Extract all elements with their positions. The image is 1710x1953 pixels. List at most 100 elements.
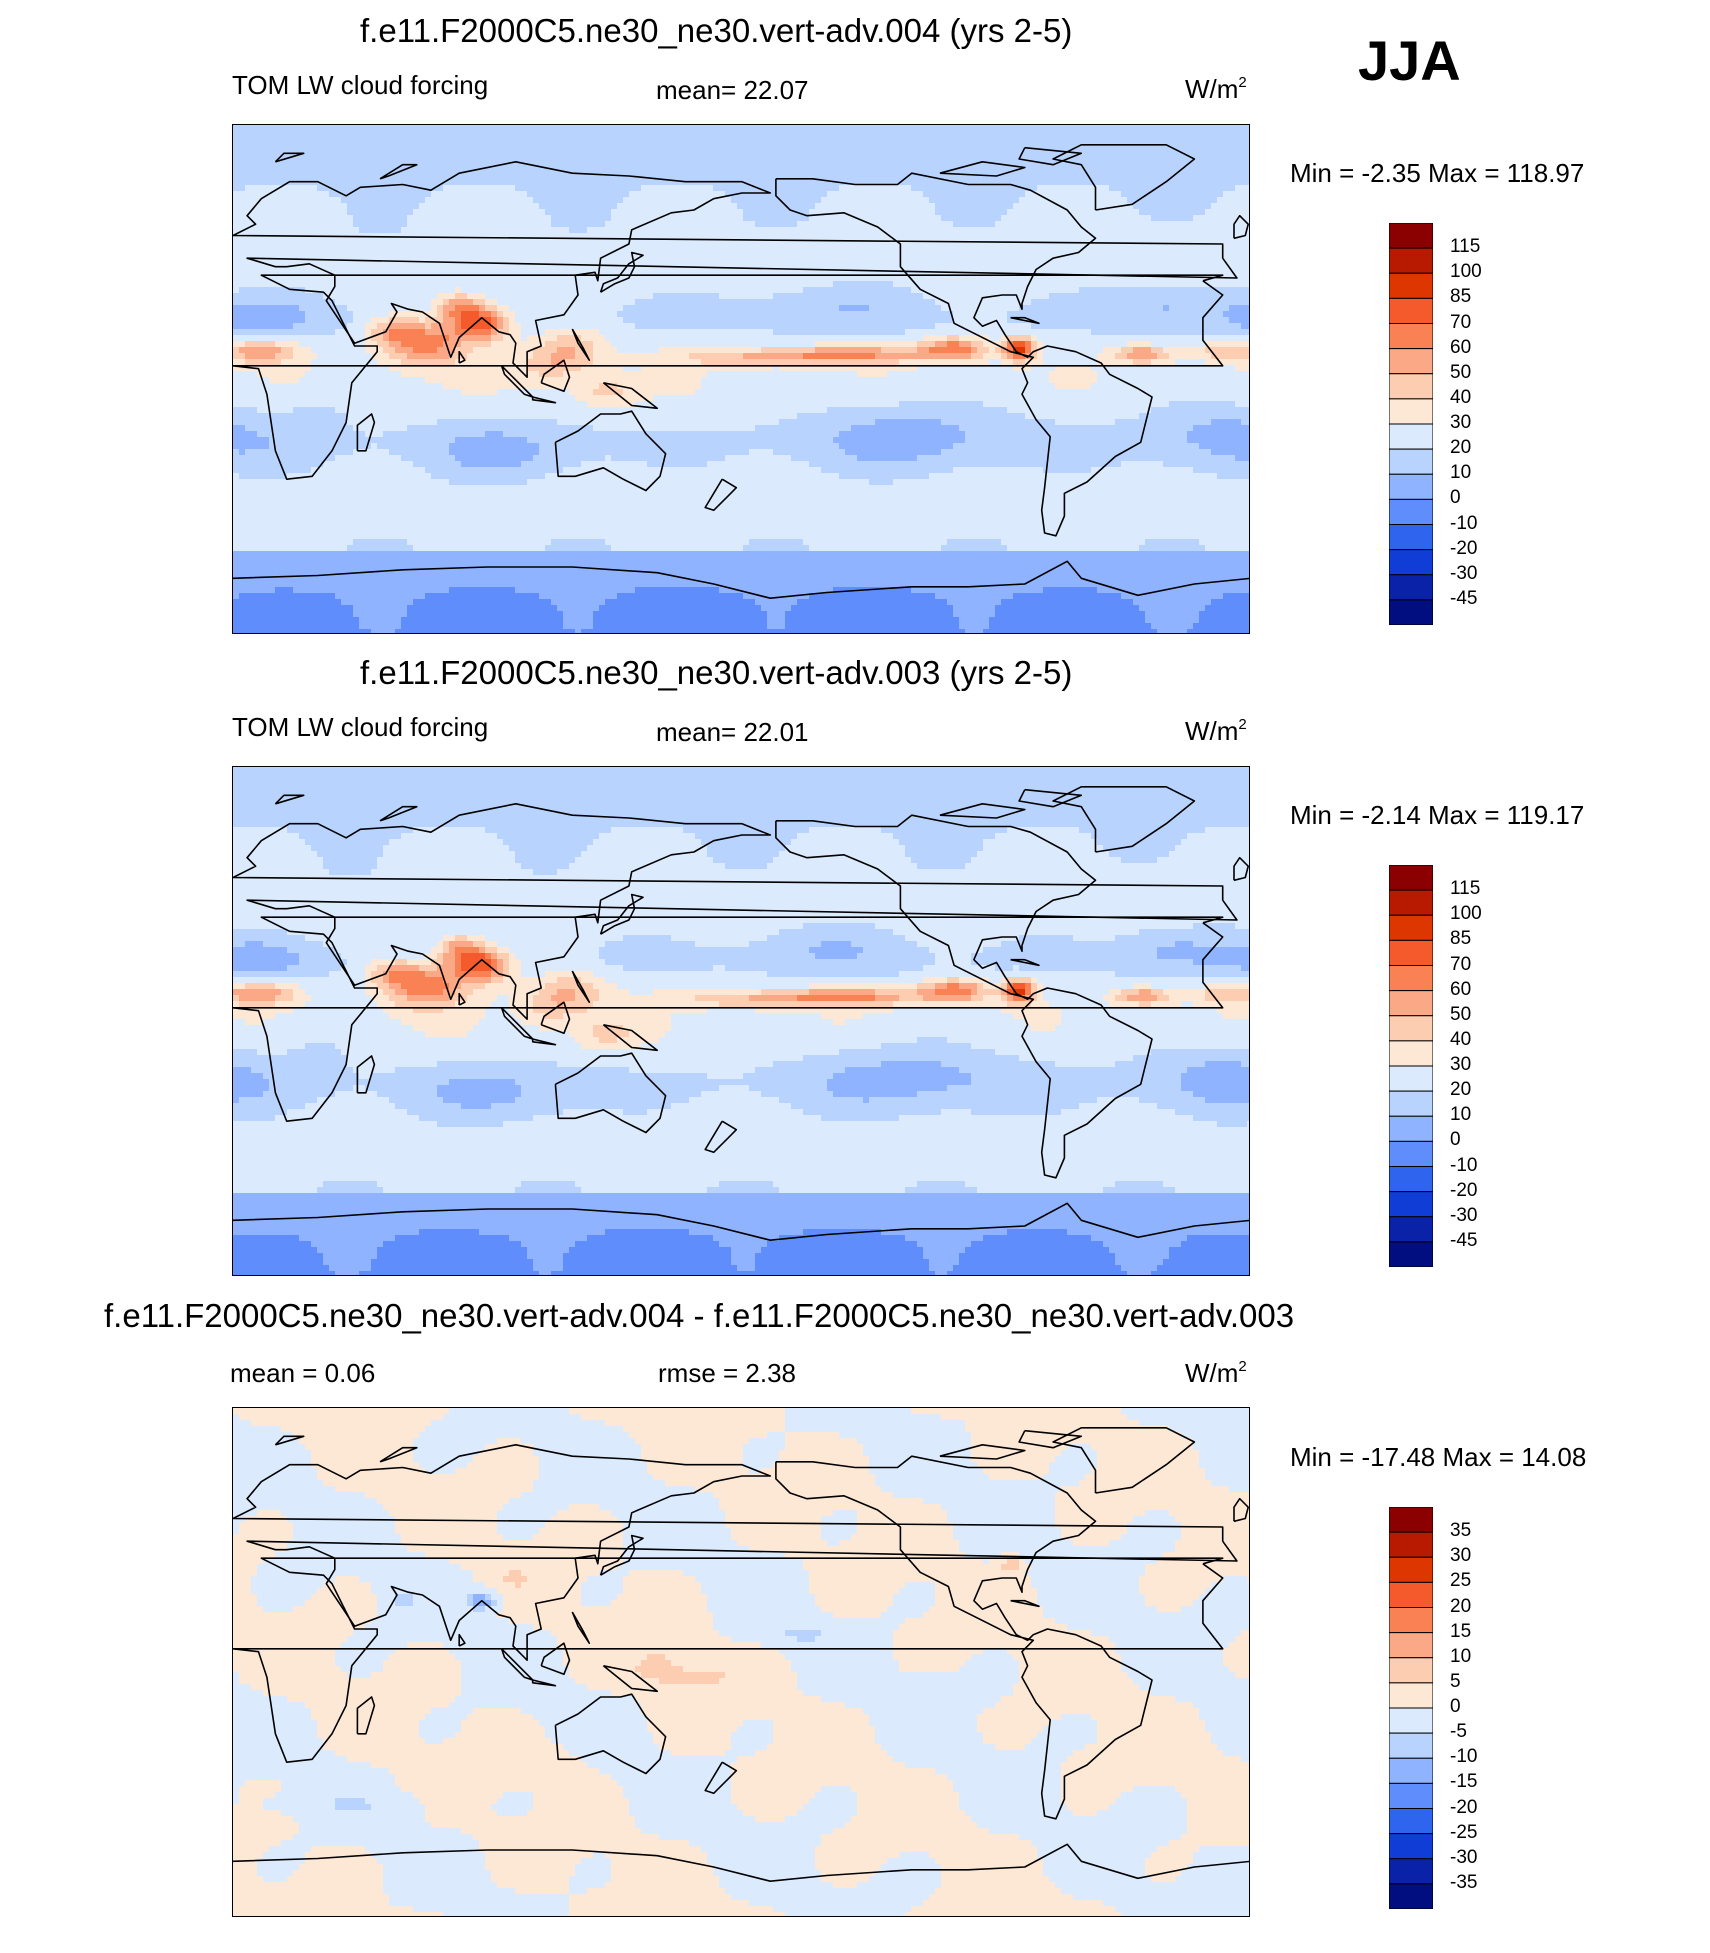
mean-label: mean= 22.01 bbox=[656, 717, 809, 748]
colorbar-swatch bbox=[1389, 223, 1433, 249]
colorbar-tick-label: 30 bbox=[1450, 412, 1471, 434]
map-panel bbox=[232, 1407, 1250, 1917]
coastline bbox=[1018, 1429, 1083, 1449]
colorbar-tick-label: 60 bbox=[1450, 337, 1471, 359]
units-text: W/m bbox=[1185, 716, 1238, 746]
colorbar-swatch bbox=[1389, 524, 1433, 551]
coastline bbox=[458, 350, 466, 364]
colorbar-tick-label: 10 bbox=[1450, 1646, 1471, 1668]
variable-label: TOM LW cloud forcing bbox=[232, 70, 488, 101]
coastline bbox=[1010, 1599, 1040, 1608]
coastline bbox=[554, 410, 667, 492]
colorbar-swatches bbox=[1389, 223, 1433, 625]
coastline bbox=[775, 1455, 1153, 1820]
coastline bbox=[704, 1761, 738, 1795]
colorbar-tick-label: 50 bbox=[1450, 362, 1471, 384]
coastline bbox=[379, 163, 418, 180]
colorbar-tick-label: 115 bbox=[1450, 236, 1480, 258]
colorbar-tick-label: 85 bbox=[1450, 928, 1471, 950]
colorbar-tick-label: -15 bbox=[1450, 1771, 1477, 1793]
coastline bbox=[571, 1611, 591, 1644]
colorbar-tick-label: 115 bbox=[1450, 878, 1480, 900]
contour-map bbox=[233, 767, 1249, 1275]
coastlines bbox=[233, 143, 1249, 600]
colorbar-tick-label: 100 bbox=[1450, 903, 1482, 925]
coastline bbox=[540, 1001, 571, 1035]
colorbar-swatch bbox=[1389, 1732, 1433, 1759]
colorbar-tick-label: 5 bbox=[1450, 1671, 1461, 1693]
coastline bbox=[233, 1443, 1238, 1661]
coastline bbox=[274, 794, 305, 805]
colorbar-tick-label: 10 bbox=[1450, 1104, 1471, 1126]
colorbar-swatch bbox=[1389, 1241, 1433, 1267]
colorbar-swatch bbox=[1389, 1065, 1433, 1092]
colorbar-swatch bbox=[1389, 1657, 1433, 1684]
contour-map bbox=[233, 125, 1249, 633]
panel-title: f.e11.F2000C5.ne30_ne30.vert-adv.004 (yr… bbox=[360, 12, 1072, 50]
colorbar-swatch bbox=[1389, 1507, 1433, 1533]
colorbar-swatch bbox=[1389, 965, 1433, 992]
coastline bbox=[500, 1007, 534, 1040]
coastline bbox=[571, 970, 591, 1003]
coastline bbox=[233, 160, 1238, 378]
colorbar bbox=[1389, 223, 1433, 625]
colorbar-tick-label: -30 bbox=[1450, 1847, 1477, 1869]
coastline bbox=[775, 814, 1153, 1179]
units-text: W/m bbox=[1185, 74, 1238, 104]
coastline bbox=[500, 1648, 534, 1681]
colorbar-tick-label: -5 bbox=[1450, 1721, 1467, 1743]
colorbar-swatch bbox=[1389, 1808, 1433, 1835]
panel-title: f.e11.F2000C5.ne30_ne30.vert-adv.003 (yr… bbox=[360, 654, 1072, 692]
coastline bbox=[531, 396, 557, 404]
coastline bbox=[602, 1024, 659, 1052]
colorbar-swatch bbox=[1389, 272, 1433, 299]
map-panel bbox=[232, 124, 1250, 634]
coastline bbox=[356, 1696, 376, 1735]
colorbar-swatch bbox=[1389, 398, 1433, 425]
colorbar-swatch bbox=[1389, 297, 1433, 324]
mean-label: mean= 22.07 bbox=[656, 75, 809, 106]
coastline bbox=[233, 1202, 1249, 1242]
colorbar-swatch bbox=[1389, 1581, 1433, 1608]
coastline bbox=[939, 160, 1026, 177]
coastline bbox=[1018, 146, 1083, 166]
colorbar-swatch bbox=[1389, 865, 1433, 891]
coastline bbox=[1010, 958, 1040, 967]
coastline bbox=[554, 1052, 667, 1134]
colorbar-swatch bbox=[1389, 1782, 1433, 1809]
colorbar-tick-label: 40 bbox=[1450, 387, 1471, 409]
colorbar-tick-label: 60 bbox=[1450, 979, 1471, 1001]
colorbar-tick-label: -45 bbox=[1450, 1230, 1477, 1252]
colorbar-tick-label: 15 bbox=[1450, 1621, 1471, 1643]
colorbar-swatch bbox=[1389, 939, 1433, 966]
colorbar-swatch bbox=[1389, 1682, 1433, 1709]
coastline bbox=[233, 1557, 1224, 1764]
colorbar-tick-label: 30 bbox=[1450, 1054, 1471, 1076]
map-panel bbox=[232, 766, 1250, 1276]
colorbar-swatch bbox=[1389, 889, 1433, 916]
colorbar-swatch bbox=[1389, 448, 1433, 475]
colorbar-swatch bbox=[1389, 1191, 1433, 1218]
colorbar-swatch bbox=[1389, 574, 1433, 601]
colorbar-tick-label: -30 bbox=[1450, 563, 1477, 585]
coastline bbox=[704, 478, 738, 512]
mean-label: mean = 0.06 bbox=[230, 1358, 375, 1389]
coastline bbox=[233, 802, 1238, 1020]
colorbar-tick-label: -35 bbox=[1450, 1872, 1477, 1894]
colorbar-tick-label: -20 bbox=[1450, 1797, 1477, 1819]
units-superscript: 2 bbox=[1238, 74, 1246, 91]
coastline bbox=[233, 274, 1224, 481]
rmse-label: rmse = 2.38 bbox=[658, 1358, 796, 1389]
colorbar-swatch bbox=[1389, 323, 1433, 350]
colorbar-swatch bbox=[1389, 423, 1433, 450]
variable-label: TOM LW cloud forcing bbox=[232, 712, 488, 743]
colorbar-swatch bbox=[1389, 247, 1433, 274]
contour-fill bbox=[233, 1408, 1249, 1916]
colorbar-tick-label: 0 bbox=[1450, 487, 1461, 509]
coastline bbox=[1052, 143, 1196, 211]
units-superscript: 2 bbox=[1238, 1358, 1246, 1375]
coastline bbox=[1233, 1497, 1249, 1523]
colorbar-swatch bbox=[1389, 1607, 1433, 1634]
colorbar-tick-label: 85 bbox=[1450, 286, 1471, 308]
colorbar-tick-label: 100 bbox=[1450, 261, 1482, 283]
